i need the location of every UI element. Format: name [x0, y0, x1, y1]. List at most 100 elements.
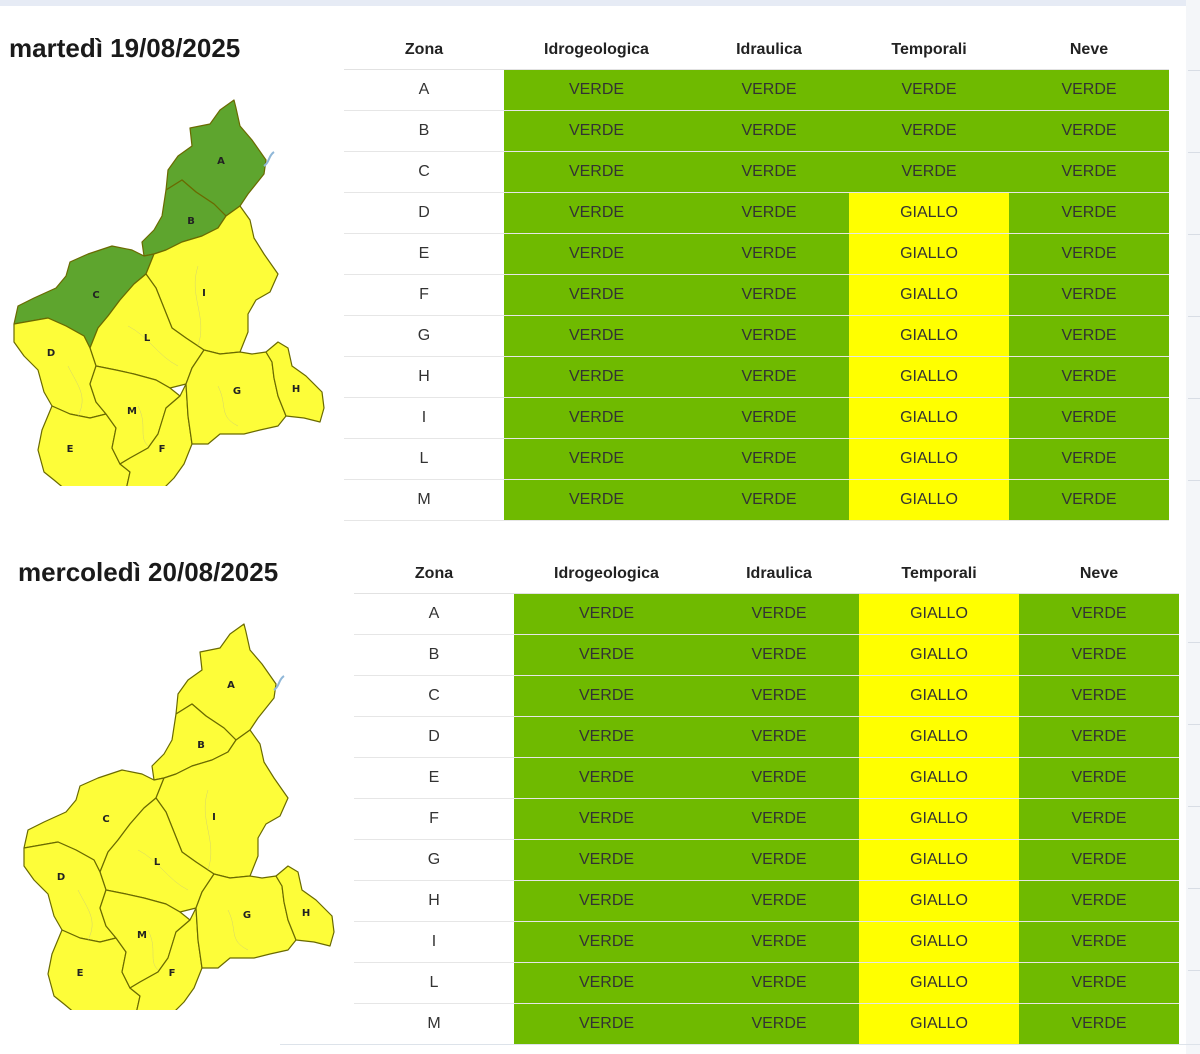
map-label-G: G	[243, 910, 251, 921]
col-header-neve: Neve	[1019, 554, 1179, 594]
alert-level-cell-idra: VERDE	[699, 839, 859, 881]
alert-level-cell-idra: VERDE	[699, 921, 859, 963]
alert-level-cell-idra: VERDE	[699, 634, 859, 676]
alert-level-cell-idro: VERDE	[504, 438, 689, 480]
alert-level-cell-neve: VERDE	[1019, 880, 1179, 922]
map-zone-E	[47, 929, 141, 1010]
alert-level-cell-idro: VERDE	[514, 593, 699, 635]
top-border	[0, 0, 1200, 6]
table-row: F VERDE VERDE GIALLO VERDE	[354, 798, 1179, 840]
lake	[263, 151, 275, 167]
alert-level-cell-idro: VERDE	[504, 397, 689, 439]
zone-cell: M	[354, 1003, 514, 1045]
alert-level-cell-neve: VERDE	[1009, 110, 1169, 152]
alert-level-cell-temp: GIALLO	[859, 880, 1019, 922]
map-zone-H	[265, 341, 325, 423]
map-label-L: L	[154, 857, 161, 868]
alert-level-cell-neve: VERDE	[1009, 479, 1169, 521]
table-row: A VERDE VERDE GIALLO VERDE	[354, 593, 1179, 635]
alert-level-cell-idro: VERDE	[504, 110, 689, 152]
alert-level-cell-neve: VERDE	[1019, 1003, 1179, 1045]
map-zone-E	[37, 405, 131, 486]
alert-level-cell-temp: GIALLO	[859, 921, 1019, 963]
col-header-idrogeologica: Idrogeologica	[504, 30, 689, 70]
alert-level-cell-idro: VERDE	[504, 356, 689, 398]
bottom-divider	[280, 1044, 1200, 1045]
alert-level-cell-neve: VERDE	[1019, 675, 1179, 717]
zone-cell: G	[354, 839, 514, 881]
map-label-D: D	[57, 872, 65, 883]
piemonte-zone-map: A B C D E F G H I L M	[13, 99, 325, 486]
alert-level-cell-idra: VERDE	[699, 593, 859, 635]
alert-level-cell-neve: VERDE	[1019, 757, 1179, 799]
table-header-row: Zona Idrogeologica Idraulica Temporali N…	[344, 30, 1169, 70]
alert-level-cell-neve: VERDE	[1019, 962, 1179, 1004]
alert-level-cell-neve: VERDE	[1009, 233, 1169, 275]
alert-level-cell-idro: VERDE	[514, 675, 699, 717]
zone-cell: B	[354, 634, 514, 676]
rivers	[77, 789, 249, 971]
map-label-B: B	[197, 740, 205, 751]
alert-level-cell-temp: GIALLO	[859, 962, 1019, 1004]
col-header-zona: Zona	[344, 30, 504, 70]
table-row: D VERDE VERDE GIALLO VERDE	[354, 716, 1179, 758]
map-label-I: I	[202, 288, 206, 299]
zone-cell: I	[354, 921, 514, 963]
alert-level-cell-neve: VERDE	[1009, 151, 1169, 193]
alert-level-cell-idro: VERDE	[504, 479, 689, 521]
alert-level-cell-temp: GIALLO	[859, 1003, 1019, 1045]
alert-level-cell-idra: VERDE	[699, 962, 859, 1004]
alert-level-cell-idra: VERDE	[699, 757, 859, 799]
table-row: G VERDE VERDE GIALLO VERDE	[354, 839, 1179, 881]
alert-level-cell-temp: GIALLO	[859, 716, 1019, 758]
table-row: D VERDE VERDE GIALLO VERDE	[344, 192, 1169, 234]
alert-level-cell-idro: VERDE	[504, 69, 689, 111]
alert-level-cell-idro: VERDE	[514, 757, 699, 799]
col-header-idraulica: Idraulica	[699, 554, 859, 594]
map-label-E: E	[67, 444, 74, 455]
map-label-L: L	[144, 333, 151, 344]
zone-cell: F	[344, 274, 504, 316]
alert-level-cell-idro: VERDE	[514, 921, 699, 963]
map-label-C: C	[92, 290, 99, 301]
alert-level-cell-neve: VERDE	[1019, 716, 1179, 758]
date-title: martedì 19/08/2025	[9, 33, 241, 63]
map-label-A: A	[217, 156, 225, 167]
alert-level-cell-temp: GIALLO	[859, 593, 1019, 635]
zone-cell: H	[354, 880, 514, 922]
table-row: A VERDE VERDE VERDE VERDE	[344, 69, 1169, 111]
zone-cell: M	[344, 479, 504, 521]
alert-level-cell-temp: GIALLO	[849, 438, 1009, 480]
alert-level-cell-idra: VERDE	[689, 151, 849, 193]
map-label-H: H	[302, 908, 310, 919]
alert-level-cell-temp: GIALLO	[849, 397, 1009, 439]
alert-level-cell-idro: VERDE	[514, 716, 699, 758]
table-body: A VERDE VERDE GIALLO VERDE B VERDE VERDE GIALLO V…	[354, 593, 1179, 1045]
alert-level-cell-idra: VERDE	[689, 192, 849, 234]
table-row: G VERDE VERDE GIALLO VERDE	[344, 315, 1169, 357]
zone-cell: C	[344, 151, 504, 193]
map-label-B: B	[187, 216, 195, 227]
rivers	[67, 265, 239, 447]
zone-cell: E	[354, 757, 514, 799]
zone-cell: H	[344, 356, 504, 398]
alert-level-cell-temp: GIALLO	[849, 356, 1009, 398]
zone-cell: C	[354, 675, 514, 717]
alert-level-cell-neve: VERDE	[1019, 634, 1179, 676]
zone-cell: I	[344, 397, 504, 439]
col-header-idrogeologica: Idrogeologica	[514, 554, 699, 594]
table-row: E VERDE VERDE GIALLO VERDE	[344, 233, 1169, 275]
col-header-idraulica: Idraulica	[689, 30, 849, 70]
alert-level-cell-temp: GIALLO	[849, 315, 1009, 357]
zone-cell: F	[354, 798, 514, 840]
alert-level-cell-idra: VERDE	[689, 315, 849, 357]
map-label-F: F	[159, 444, 166, 455]
alert-level-cell-idro: VERDE	[504, 315, 689, 357]
table-row: L VERDE VERDE GIALLO VERDE	[344, 438, 1169, 480]
col-header-zona: Zona	[354, 554, 514, 594]
alert-level-cell-temp: GIALLO	[859, 634, 1019, 676]
table-row: L VERDE VERDE GIALLO VERDE	[354, 962, 1179, 1004]
table-body: A VERDE VERDE VERDE VERDE B VERDE VERDE VERDE VER…	[344, 69, 1169, 521]
alert-level-cell-temp: GIALLO	[859, 675, 1019, 717]
zone-cell: L	[344, 438, 504, 480]
